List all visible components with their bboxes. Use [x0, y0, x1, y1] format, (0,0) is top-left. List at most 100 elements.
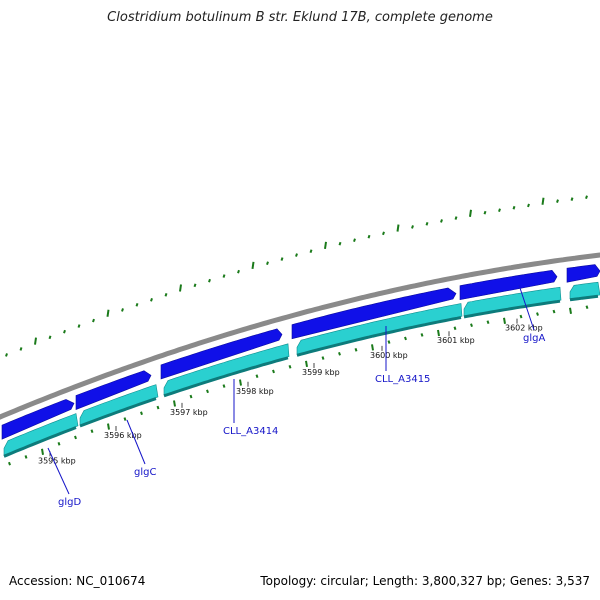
gene-label: glgA: [523, 333, 545, 344]
gc-skew-mark: [24, 455, 28, 459]
gc-skew-mark: [469, 209, 472, 217]
gc-skew-mark: [92, 318, 95, 323]
gc-skew-mark: [338, 352, 341, 356]
gc-skew-mark: [90, 429, 94, 433]
gc-skew-mark: [173, 400, 176, 407]
reverse-gene-track: [3, 281, 600, 458]
gene-label: CLL_A3415: [375, 374, 430, 385]
gene-label: glgC: [134, 467, 156, 478]
gc-skew-mark: [425, 222, 429, 226]
position-ticks: 3595 kbp 3596 kbp 3597 kbp 3598 kbp 3599 kbp…: [38, 318, 543, 465]
gc-skew-mark: [206, 389, 209, 394]
gc-skew-mark: [541, 197, 545, 205]
gc-skew-mark: [140, 411, 143, 416]
map-title: Clostridium botulinum B str. Eklund 17B,…: [107, 10, 493, 25]
gc-skew-mark: [266, 261, 269, 265]
gc-skew-mark: [280, 257, 284, 261]
gc-skew-mark: [338, 241, 342, 246]
gc-skew-mark: [396, 224, 400, 232]
accession-text: Accession: NC_010674: [9, 574, 146, 588]
gc-skew-mark: [305, 360, 308, 368]
gc-skew-mark: [164, 293, 168, 297]
position-tick-label: 3600 kbp: [370, 351, 408, 360]
gc-skew-mark: [371, 344, 374, 351]
forward-gene: [566, 264, 600, 283]
gc-skew-mark: [552, 309, 556, 314]
gc-skew-mark: [453, 326, 457, 331]
gc-skew-mark: [486, 320, 490, 324]
gc-skew-mark: [239, 379, 242, 386]
gc-skew-mark: [121, 308, 124, 312]
forward-gene: [291, 287, 457, 340]
position-tick-label: 3596 kbp: [104, 431, 142, 440]
forward-gene: [160, 328, 283, 380]
backbone-track: [0, 252, 600, 420]
gc-skew-mark: [288, 365, 292, 369]
reverse-gene-shadow: [569, 294, 599, 302]
forward-gene: [1, 399, 75, 440]
gc-skew-mark: [272, 369, 275, 374]
gc-skew-mark: [309, 249, 313, 254]
gc-skew-mark: [251, 261, 255, 270]
position-tick-label: 3601 kbp: [437, 336, 475, 345]
gc-skew-mark: [208, 278, 211, 283]
gc-skew-mark: [498, 208, 501, 212]
gc-skew-mark: [570, 197, 574, 201]
gc-skew-mark: [255, 374, 259, 379]
gc-skew-mark: [107, 423, 110, 430]
gc-skew-track: [5, 195, 589, 466]
gc-skew-mark: [585, 305, 589, 309]
gene-labels: glgD glgC CLL_A3414 CLL_A3415 glgA: [47, 284, 545, 508]
gc-skew-mark: [437, 329, 440, 337]
reverse-gene: [163, 343, 290, 396]
gc-skew-mark: [189, 394, 193, 399]
gc-skew-mark: [353, 238, 356, 242]
gene-leader-line: [126, 419, 146, 465]
gc-skew-mark: [367, 234, 371, 239]
gc-skew-mark: [222, 384, 226, 388]
gc-skew-mark: [404, 336, 407, 341]
backbone-line: [0, 252, 600, 420]
position-tick-label: 3599 kbp: [302, 368, 340, 377]
gc-skew-mark: [411, 225, 414, 229]
position-tick-label: 3597 kbp: [170, 408, 208, 417]
position-tick-label: 3598 kbp: [236, 387, 274, 396]
reverse-gene-shadow: [463, 299, 561, 319]
gc-skew-mark: [222, 274, 226, 278]
gc-skew-mark: [74, 435, 77, 440]
gc-skew-mark: [57, 441, 61, 446]
gc-skew-mark: [295, 253, 298, 257]
reverse-gene: [569, 281, 600, 300]
gc-skew-mark: [150, 297, 153, 302]
gc-skew-mark: [440, 219, 443, 223]
position-tick-label: 3595 kbp: [38, 456, 76, 465]
gc-skew-mark: [8, 461, 11, 466]
gc-skew-mark: [237, 269, 240, 274]
gc-skew-mark: [483, 210, 487, 215]
gc-skew-mark: [519, 314, 523, 319]
gc-skew-mark: [106, 309, 110, 317]
reverse-gene-shadow: [163, 356, 289, 398]
gc-skew-mark: [19, 347, 23, 351]
gene-label: glgD: [58, 497, 81, 508]
reverse-gene-shadow: [296, 316, 462, 357]
gc-skew-mark: [324, 241, 327, 250]
reverse-gene: [79, 384, 159, 426]
gc-skew-mark: [321, 356, 325, 360]
gc-skew-mark: [354, 347, 358, 352]
gc-skew-mark: [420, 333, 424, 337]
forward-gene: [75, 370, 152, 410]
gc-skew-mark: [77, 324, 81, 328]
gc-skew-mark: [156, 405, 160, 410]
gene-leader-line: [518, 284, 535, 331]
gc-skew-mark: [123, 417, 127, 421]
reverse-gene-shadow: [79, 397, 157, 428]
gene-leader-line: [47, 447, 70, 495]
gc-skew-mark: [536, 312, 539, 316]
gc-skew-mark: [454, 216, 458, 220]
gc-skew-mark: [527, 203, 530, 208]
gc-skew-mark: [569, 307, 572, 314]
reverse-gene: [296, 303, 463, 355]
reverse-gene: [3, 413, 79, 456]
